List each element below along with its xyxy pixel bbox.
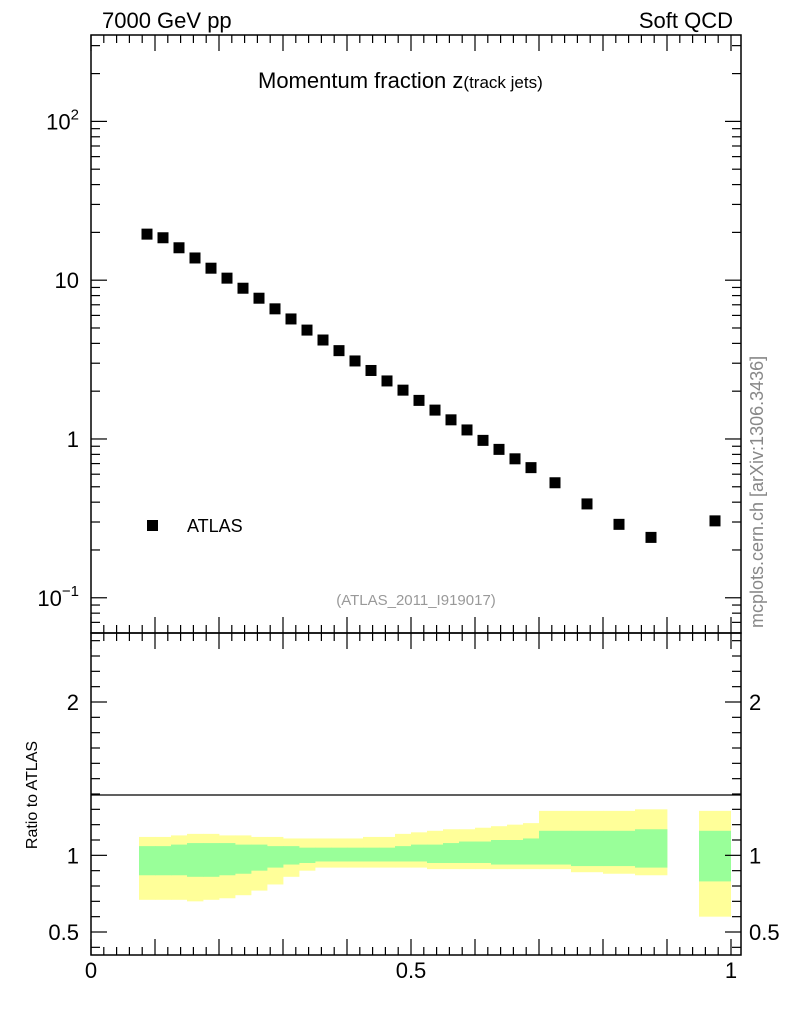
ratio-plot-frame <box>90 632 742 956</box>
data-point <box>157 232 169 244</box>
data-point <box>333 345 345 357</box>
data-point <box>493 443 505 455</box>
inner-uncertainty-band <box>203 843 220 877</box>
data-point <box>549 477 561 489</box>
y-tick-label: 1 <box>67 427 79 452</box>
data-point <box>645 531 657 543</box>
ratio-y-tick-label-right: 2 <box>749 690 761 715</box>
inner-uncertainty-band <box>699 830 731 882</box>
inner-uncertainty-band <box>267 846 284 868</box>
data-point <box>317 334 329 346</box>
inner-uncertainty-band <box>411 844 428 862</box>
y-tick-label: 10 <box>55 268 79 293</box>
inner-uncertainty-band <box>251 844 268 871</box>
ratio-y-tick-label-left: 0.5 <box>48 920 79 945</box>
chart-title-main: Momentum fraction z <box>258 68 463 93</box>
data-point <box>613 518 625 530</box>
data-point <box>445 414 457 426</box>
ratio-y-tick-label-right: 1 <box>749 843 761 868</box>
inner-uncertainty-band <box>171 844 188 876</box>
data-point <box>205 262 217 274</box>
inner-uncertainty-band <box>139 846 156 876</box>
inner-uncertainty-band <box>283 846 300 865</box>
data-point <box>477 434 489 446</box>
inner-uncertainty-band <box>219 843 236 876</box>
y-tick-label-base: 10 <box>37 586 61 611</box>
data-point <box>365 364 377 376</box>
data-point <box>221 272 233 284</box>
inner-uncertainty-band <box>635 829 668 868</box>
legend-label: ATLAS <box>187 516 243 536</box>
data-point <box>397 384 409 396</box>
ratio-plot: 0.5 0.51 12 2 0 0.5 1 Ratio to ATLAS <box>24 632 780 983</box>
data-point <box>285 313 297 325</box>
inner-uncertainty-band <box>299 847 316 863</box>
inner-uncertainty-band <box>539 830 572 865</box>
data-point <box>461 424 473 436</box>
inner-uncertainty-band <box>331 847 348 862</box>
data-point <box>381 375 393 387</box>
header-left: 7000 GeV pp <box>102 8 232 33</box>
inner-uncertainty-band <box>459 841 476 863</box>
x-tick-label: 0.5 <box>396 958 427 983</box>
data-point <box>141 228 153 240</box>
ratio-y-tick-labels: 0.5 0.5 1 1 2 2 <box>48 690 779 945</box>
inner-uncertainty-band <box>443 843 460 863</box>
data-point <box>429 404 441 416</box>
inner-uncertainty-band <box>475 841 492 863</box>
source-label: mcplots.cern.ch [arXiv:1306.3436] <box>747 356 767 628</box>
y-tick-label-exponent: 2 <box>71 106 79 123</box>
inner-uncertainty-band <box>507 840 524 865</box>
inner-uncertainty-band <box>603 830 636 867</box>
ratio-y-axis-label: Ratio to ATLAS <box>24 741 41 849</box>
data-point <box>413 394 425 406</box>
ratio-y-tick-label-right: 0.5 <box>749 920 780 945</box>
data-point <box>253 292 265 304</box>
data-point <box>581 498 593 510</box>
data-point <box>509 453 521 465</box>
data-point <box>269 303 281 315</box>
ratio-plot-ticks <box>90 633 741 955</box>
atlas-data-points <box>141 228 721 543</box>
main-plot-frame <box>90 34 742 634</box>
data-point <box>173 242 185 254</box>
data-point <box>189 252 201 264</box>
x-tick-label: 1 <box>725 958 737 983</box>
analysis-watermark: (ATLAS_2011_I919017) <box>336 592 496 609</box>
inner-uncertainty-band <box>523 838 540 865</box>
data-point <box>709 515 721 527</box>
x-tick-labels: 0 0.5 1 <box>85 958 737 983</box>
x-tick-label: 0 <box>85 958 97 983</box>
ratio-uncertainty-bands <box>139 809 731 917</box>
inner-uncertainty-band <box>187 843 204 877</box>
legend-marker <box>147 520 158 531</box>
ratio-y-tick-label-left: 1 <box>67 843 79 868</box>
header-right: Soft QCD <box>639 8 733 33</box>
data-point <box>349 355 361 367</box>
inner-uncertainty-band <box>347 847 364 862</box>
inner-uncertainty-band <box>427 844 444 863</box>
ratio-y-tick-label-left: 2 <box>67 690 79 715</box>
y-tick-label-exponent: −1 <box>62 583 79 600</box>
inner-uncertainty-band <box>235 844 252 874</box>
main-plot-ticks <box>90 35 741 634</box>
inner-uncertainty-band <box>571 830 604 867</box>
data-point <box>237 282 249 294</box>
chart-title: Momentum fraction z(track jets) <box>258 68 543 93</box>
chart-title-sub: (track jets) <box>463 73 542 92</box>
inner-uncertainty-band <box>363 847 380 862</box>
y-tick-label-base: 10 <box>46 109 70 134</box>
inner-uncertainty-band <box>491 840 508 865</box>
y-tick-label: 102 <box>46 106 79 134</box>
data-point <box>525 462 537 474</box>
inner-uncertainty-band <box>155 846 172 876</box>
inner-uncertainty-band <box>315 847 332 862</box>
y-tick-label: 10−1 <box>37 583 79 611</box>
inner-uncertainty-band <box>395 846 412 862</box>
data-point <box>301 324 313 336</box>
inner-uncertainty-band <box>379 847 396 862</box>
